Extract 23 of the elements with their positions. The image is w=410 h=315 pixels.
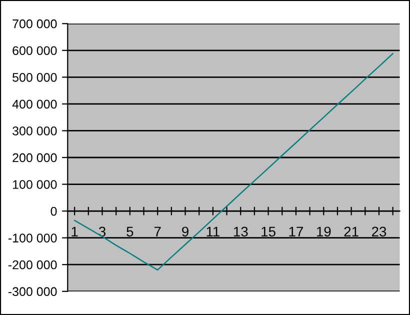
- x-tick-label: 1: [72, 226, 78, 236]
- y-tick-label: -300 000: [8, 287, 57, 296]
- y-tick-label: 0: [50, 206, 57, 216]
- x-tick-label: 5: [126, 226, 134, 237]
- y-tick-label: 500 000: [12, 72, 57, 82]
- x-tick-label: 15: [262, 226, 276, 237]
- y-tick-label: 300 000: [12, 126, 57, 136]
- x-tick-label: 17: [289, 226, 303, 236]
- x-tick-label: 7: [154, 226, 161, 236]
- y-tick-label: 200 000: [12, 153, 57, 162]
- x-tick-label: 9: [182, 226, 188, 237]
- y-tick-label: 700 000: [12, 19, 57, 28]
- y-tick-label: -100 000: [8, 234, 57, 242]
- y-tick-label: -200 000: [8, 260, 57, 270]
- x-tick-label: 13: [234, 226, 248, 237]
- x-tick-label: 21: [344, 226, 358, 236]
- y-tick-label: 100 000: [13, 180, 57, 189]
- y-tick-label: 600 000: [12, 46, 57, 56]
- x-tick-label: 11: [206, 226, 220, 236]
- x-tick-label: 23: [372, 226, 386, 237]
- x-tick-label: 19: [316, 226, 331, 237]
- y-tick-label: 400 000: [12, 100, 57, 109]
- line-series: [74, 52, 394, 271]
